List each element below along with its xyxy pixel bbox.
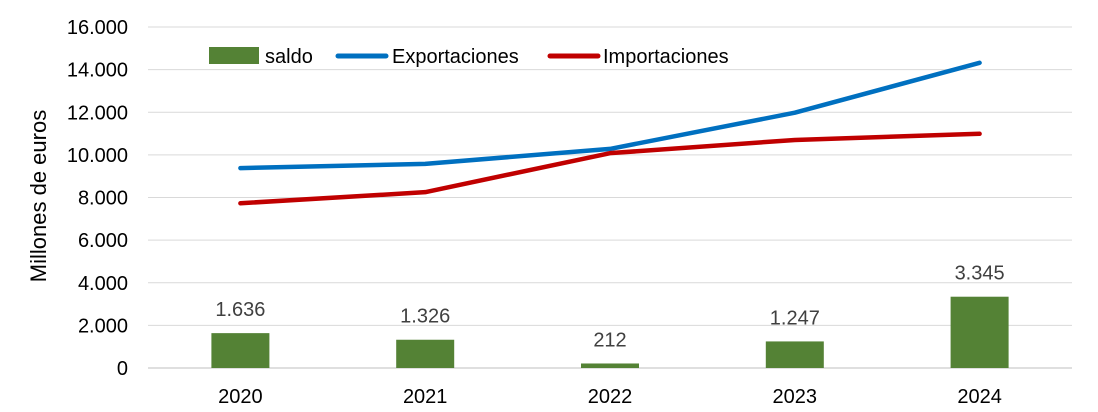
series-lines — [238, 60, 982, 206]
series-line-exportaciones — [238, 60, 982, 171]
bar-data-label: 1.326 — [400, 306, 450, 328]
series-line-importaciones — [238, 131, 982, 206]
bar-saldo — [765, 341, 824, 368]
bar-data-label: 3.345 — [955, 263, 1005, 285]
bar-saldo — [950, 296, 1009, 368]
x-tick-label: 2022 — [588, 386, 633, 408]
x-axis-ticks: 2020 2021 2022 2023 2024 — [218, 386, 1002, 408]
legend-swatch-saldo — [209, 47, 259, 64]
bar-saldo — [581, 363, 639, 368]
y-tick-label: 6.000 — [78, 230, 128, 252]
y-tick-label: 2.000 — [78, 315, 128, 337]
y-tick-label: 4.000 — [78, 273, 128, 295]
bar-data-label: 1.636 — [215, 299, 265, 321]
x-tick-label: 2020 — [218, 386, 263, 408]
bar-data-label: 212 — [593, 329, 626, 351]
x-tick-label: 2024 — [957, 386, 1002, 408]
bar-saldo — [211, 333, 270, 368]
legend-label-exportaciones: Exportaciones — [392, 46, 519, 68]
x-tick-label: 2021 — [403, 386, 448, 408]
y-tick-label: 14.000 — [67, 60, 128, 82]
gridlines — [148, 26, 1072, 369]
legend-label-saldo: saldo — [265, 46, 313, 68]
y-tick-label: 12.000 — [67, 102, 128, 124]
y-tick-label: 10.000 — [67, 145, 128, 167]
y-tick-label: 8.000 — [78, 188, 128, 210]
bar-data-label: 1.247 — [770, 307, 820, 329]
y-tick-label: 16.000 — [67, 17, 128, 39]
y-axis-label: Millones de euros — [26, 110, 51, 282]
legend: saldo Exportaciones Importaciones — [209, 46, 729, 68]
y-axis-ticks: 0 2.000 4.000 6.000 8.000 10.000 12.000 14.000 1… — [67, 17, 128, 380]
x-tick-label: 2023 — [773, 386, 818, 408]
legend-label-importaciones: Importaciones — [603, 46, 729, 68]
bar-saldo — [396, 339, 455, 368]
y-tick-label: 0 — [117, 358, 128, 380]
bars-saldo: 1.636 1.326 212 1.247 3.345 — [211, 263, 1009, 368]
